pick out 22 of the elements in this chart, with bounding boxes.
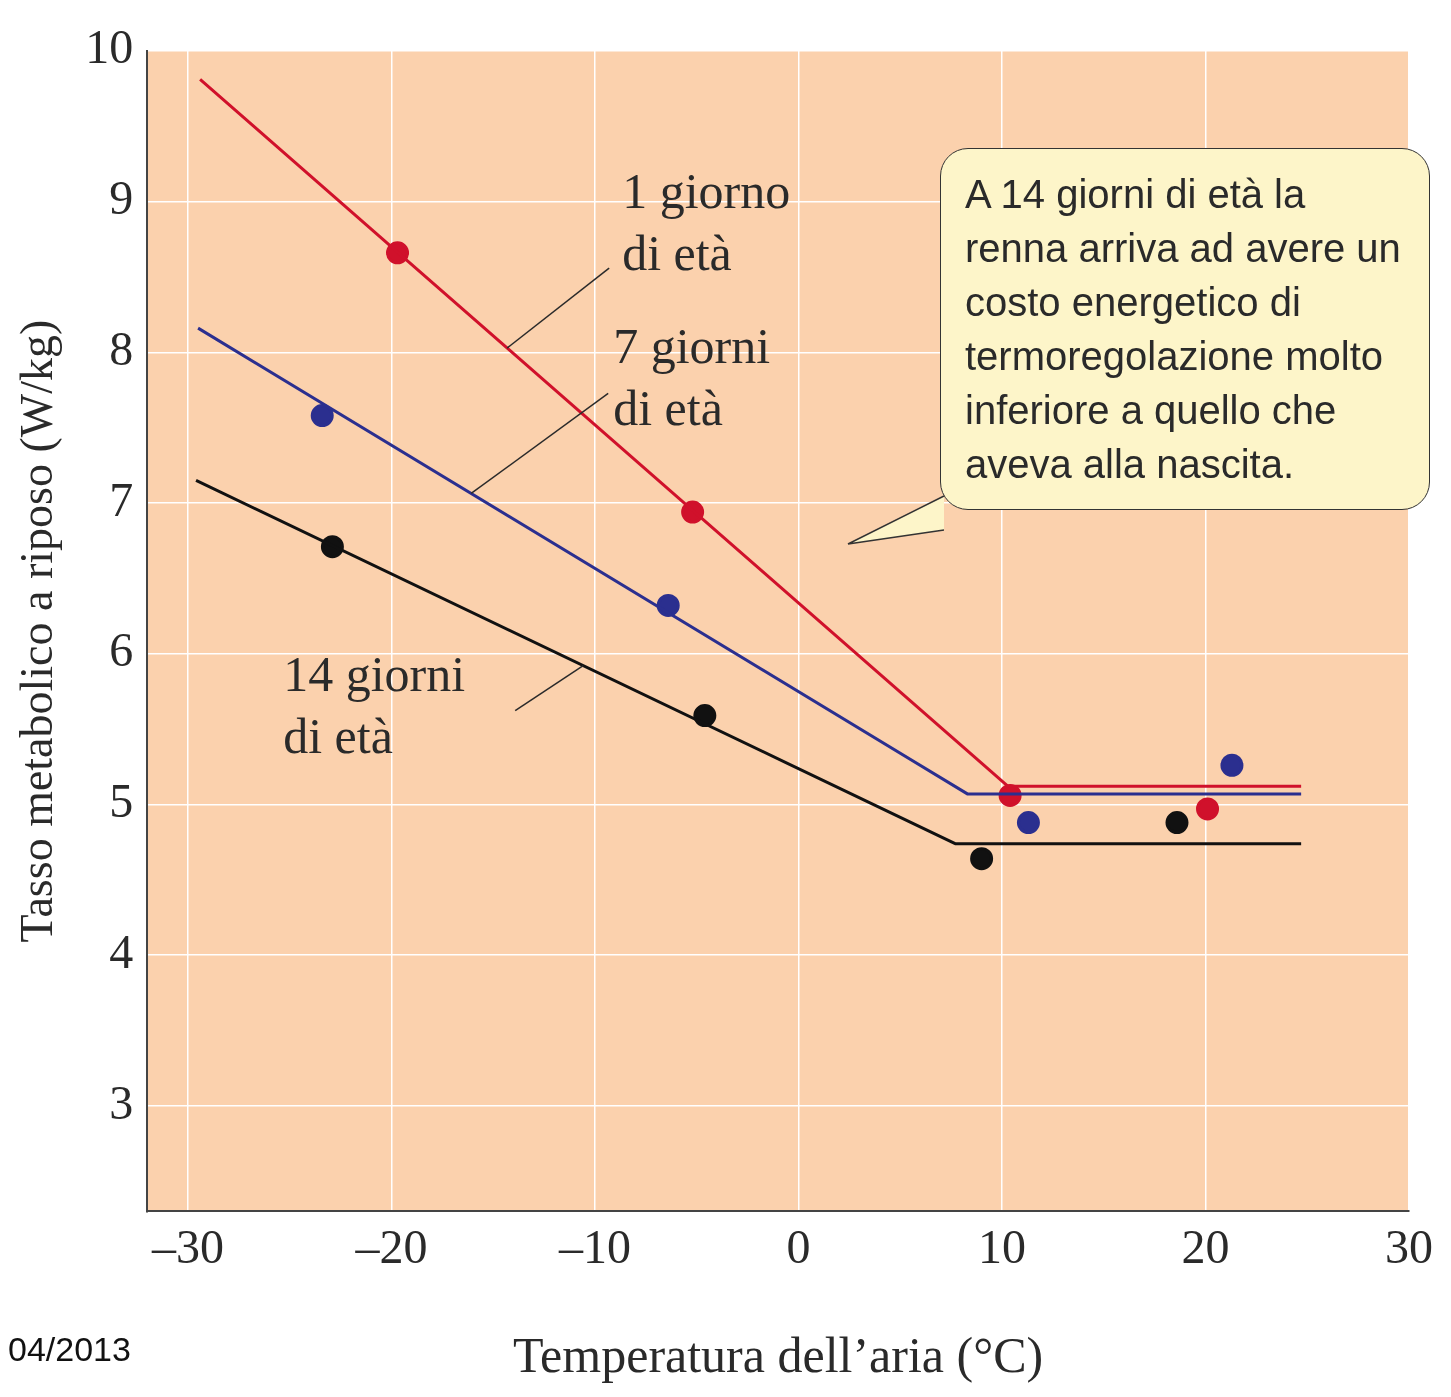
y-tick-label: 7: [109, 472, 134, 526]
x-tick-label: 0: [786, 1219, 811, 1273]
y-tick-label: 10: [85, 20, 134, 74]
y-tick-label: 5: [109, 774, 134, 828]
x-tick-label: 20: [1181, 1219, 1230, 1273]
text: 7 giorni di età: [613, 318, 771, 437]
y-tick-label: 8: [109, 321, 134, 375]
series-label: 14 giorni di età: [283, 645, 466, 764]
y-tick-label: 9: [109, 171, 134, 225]
y-axis-title: Tasso metabolico a riposo (W/kg): [10, 319, 62, 943]
y-tick-label: 6: [109, 623, 134, 677]
text: 04/2013: [8, 1330, 131, 1369]
annotation: A 14 giorni di età la renna arriva ad avere un costo energetico di termoregolazione molto inferiore a quello che aveva alla nascita.: [940, 148, 1430, 510]
text: 1 giorno di età: [622, 163, 791, 282]
x-tick-label: –20: [354, 1219, 428, 1273]
x-axis-title: Temperatura dell’aria (°C): [513, 1327, 1044, 1384]
x-tick-label: –10: [557, 1219, 631, 1273]
x-tick-label: 30: [1385, 1219, 1433, 1273]
y-tick-label: 3: [109, 1075, 134, 1129]
y-tick-label: 4: [109, 924, 134, 978]
x-tick-label: –30: [150, 1219, 224, 1273]
x-tick-label: 10: [977, 1219, 1026, 1273]
